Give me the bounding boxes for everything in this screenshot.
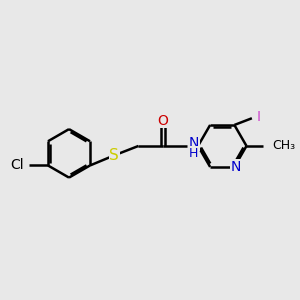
Text: O: O — [157, 114, 168, 128]
Text: Cl: Cl — [10, 158, 23, 172]
Text: S: S — [109, 148, 119, 163]
Text: I: I — [257, 110, 261, 124]
Text: N: N — [231, 160, 241, 174]
Text: H: H — [189, 147, 198, 160]
Text: CH₃: CH₃ — [273, 140, 296, 152]
Text: N: N — [189, 136, 199, 150]
